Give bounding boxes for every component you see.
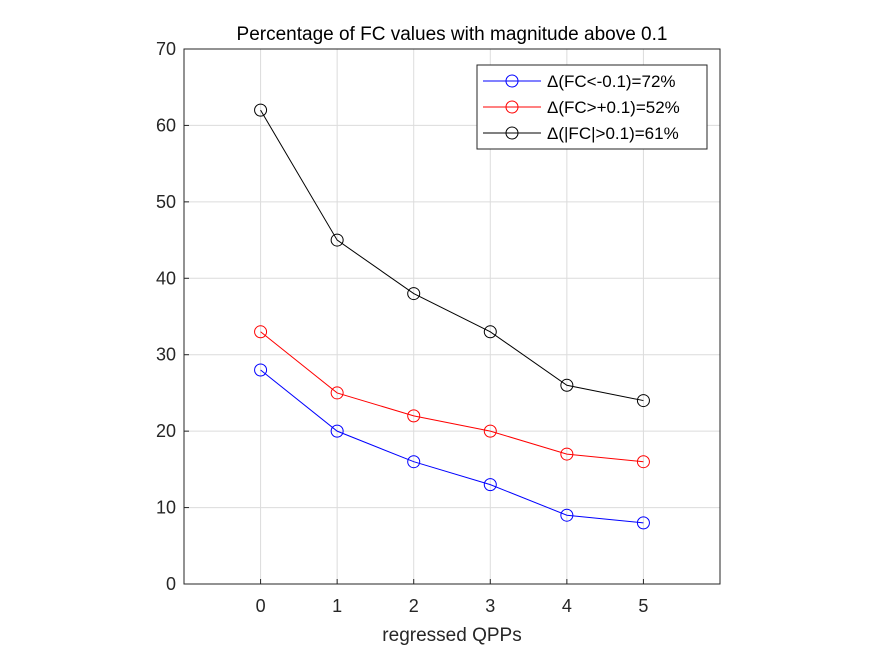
series-line	[260, 369, 644, 524]
x-tick-label: 1	[332, 596, 342, 616]
data-point	[330, 424, 344, 438]
y-tick-label: 50	[156, 192, 176, 212]
data-point	[330, 386, 344, 400]
legend-item: Δ(FC>+0.1)=52%	[483, 98, 680, 117]
chart-title: Percentage of FC values with magnitude a…	[237, 24, 668, 45]
y-tick-label: 0	[166, 574, 176, 594]
data-point	[560, 508, 574, 522]
legend-item: Δ(|FC|>0.1)=61%	[483, 124, 679, 143]
series-group	[254, 103, 650, 530]
data-point	[254, 363, 268, 377]
data-point	[636, 394, 650, 408]
series-line	[260, 109, 644, 402]
y-tick-label: 60	[156, 115, 176, 135]
legend-marker	[505, 126, 519, 140]
data-point	[483, 325, 497, 339]
data-point	[254, 103, 268, 117]
y-tick-label: 30	[156, 345, 176, 365]
data-point	[636, 516, 650, 530]
series-2	[254, 103, 650, 408]
legend-item: Δ(FC<-0.1)=72%	[483, 72, 676, 91]
x-tick-label: 2	[409, 596, 419, 616]
y-tick-label: 70	[156, 39, 176, 59]
y-tick-label: 10	[156, 498, 176, 518]
data-point	[330, 233, 344, 247]
series-1	[254, 325, 650, 469]
legend-marker	[505, 74, 519, 88]
x-tick-label: 3	[485, 596, 495, 616]
data-point	[254, 325, 268, 339]
x-tick-label: 4	[562, 596, 572, 616]
data-point	[636, 455, 650, 469]
x-axis-label: regressed QPPs	[382, 625, 521, 646]
plot-frame	[183, 48, 721, 585]
y-tick-label: 20	[156, 421, 176, 441]
y-tick-label: 40	[156, 268, 176, 288]
x-tick-label: 0	[256, 596, 266, 616]
data-point	[407, 287, 421, 301]
legend: Δ(FC<-0.1)=72% Δ(FC>+0.1)=52% Δ(|FC|>0.1)=…	[476, 64, 708, 150]
data-point	[560, 447, 574, 461]
x-tick-label: 5	[638, 596, 648, 616]
legend-label: Δ(|FC|>0.1)=61%	[547, 124, 679, 143]
series-0	[254, 363, 650, 530]
legend-label: Δ(FC<-0.1)=72%	[547, 72, 676, 91]
series-line	[260, 331, 644, 463]
legend-marker	[505, 100, 519, 114]
data-point	[483, 424, 497, 438]
data-point	[483, 478, 497, 492]
legend-label: Δ(FC>+0.1)=52%	[547, 98, 680, 117]
data-point	[407, 409, 421, 423]
data-point	[407, 455, 421, 469]
data-point	[560, 378, 574, 392]
